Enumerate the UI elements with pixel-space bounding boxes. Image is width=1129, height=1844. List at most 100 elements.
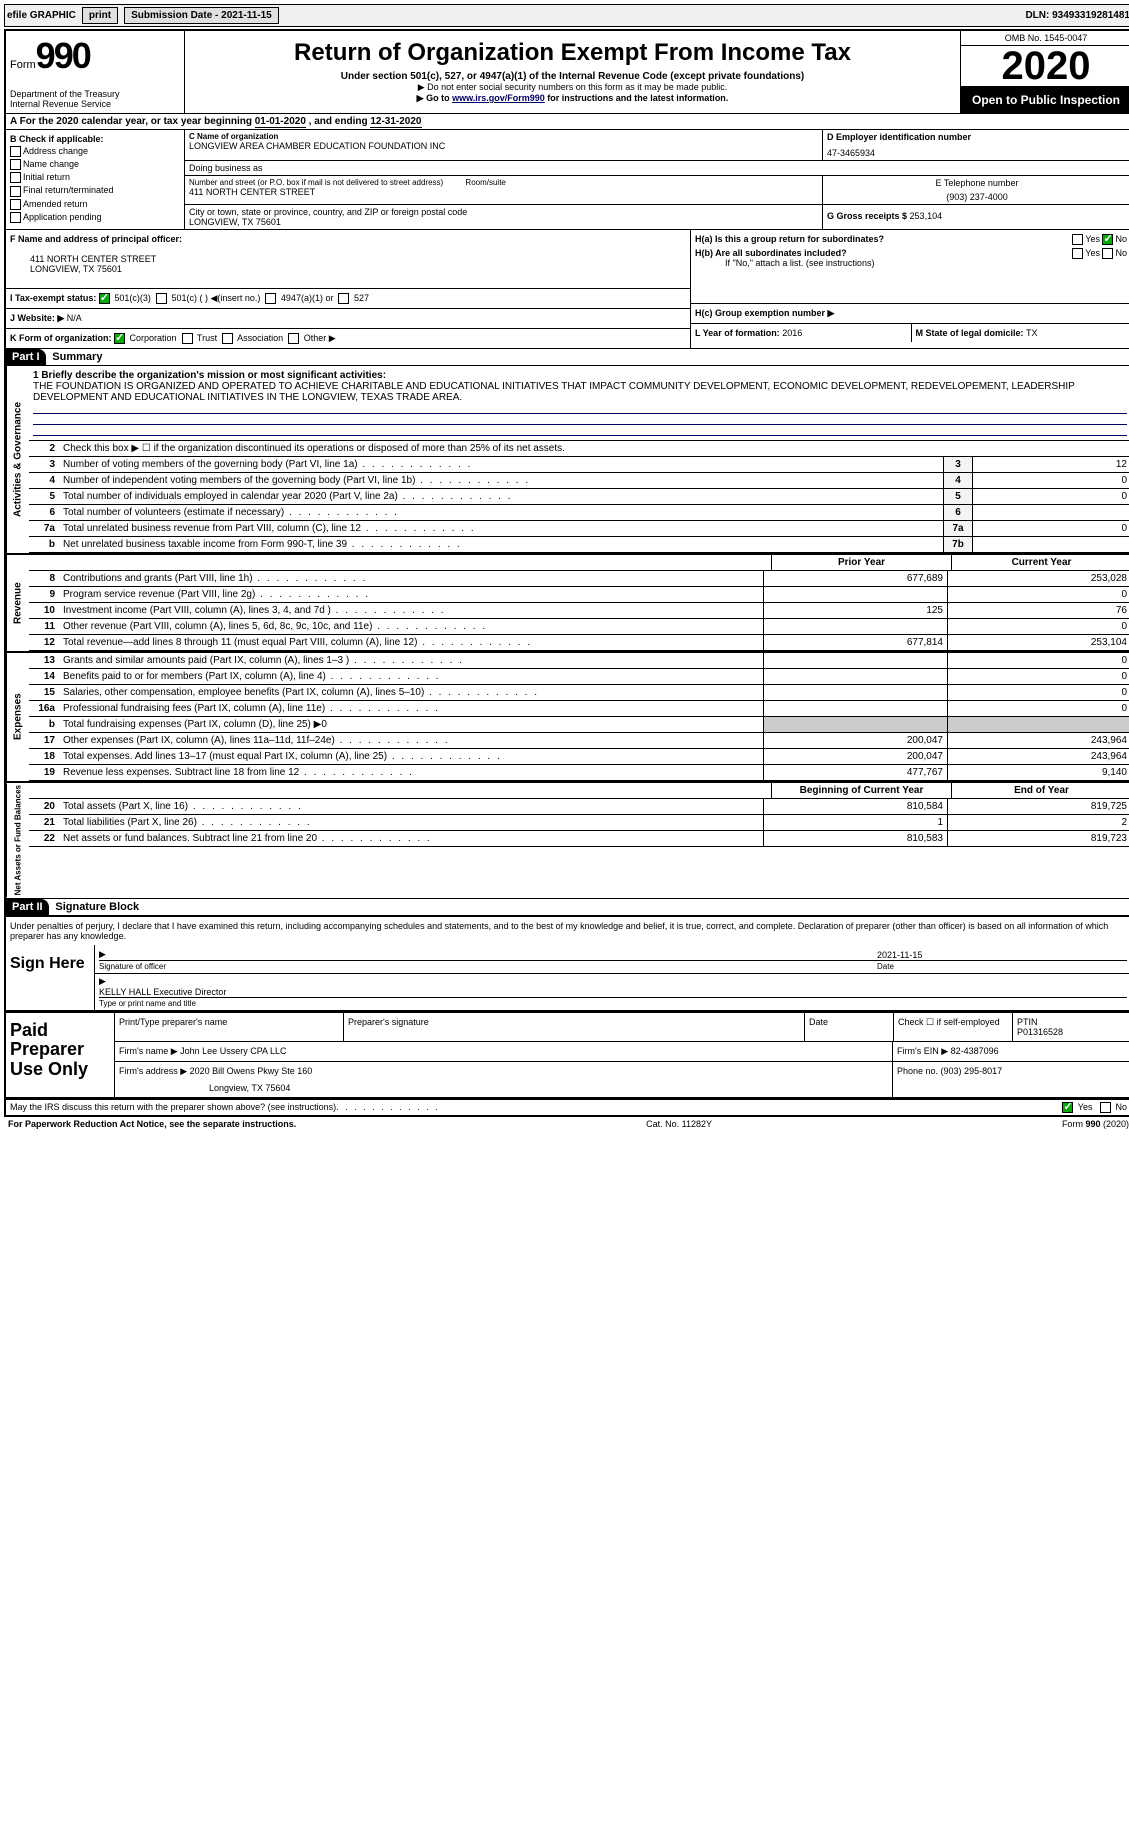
dept-treasury: Department of the Treasury Internal Reve… — [10, 89, 180, 109]
col-prior-year: Prior Year — [771, 555, 951, 570]
firm-phone-cell: Phone no. (903) 295-8017 — [893, 1062, 1129, 1097]
open-to-public: Open to Public Inspection — [961, 87, 1129, 113]
revenue-section: Revenue Prior Year Current Year 8Contrib… — [6, 553, 1129, 651]
officer-addr1: 411 NORTH CENTER STREET — [30, 254, 686, 264]
footer-left: For Paperwork Reduction Act Notice, see … — [8, 1119, 296, 1129]
mission-block: 1 Briefly describe the organization's mi… — [29, 366, 1129, 441]
hb-yes[interactable] — [1072, 248, 1083, 259]
form-title: Return of Organization Exempt From Incom… — [189, 39, 956, 67]
box-hc: H(c) Group exemption number ▶ — [691, 304, 1129, 324]
col-current-year: Current Year — [951, 555, 1129, 570]
mission-text: THE FOUNDATION IS ORGANIZED AND OPERATED… — [33, 381, 1127, 403]
self-employed-check[interactable]: Check ☐ if self-employed — [894, 1013, 1013, 1041]
side-label-governance: Activities & Governance — [6, 366, 29, 553]
subtitle-2: ▶ Do not enter social security numbers o… — [189, 82, 956, 93]
fin-header-na: Beginning of Current Year End of Year — [29, 783, 1129, 799]
check-initial-return[interactable]: Initial return — [10, 172, 180, 183]
tax-year: 2020 — [961, 46, 1129, 87]
website-value: N/A — [67, 313, 82, 323]
check-trust[interactable] — [182, 333, 193, 344]
tax-period-row: A For the 2020 calendar year, or tax yea… — [6, 114, 1129, 130]
efile-label: efile GRAPHIC — [7, 10, 76, 21]
check-name-change[interactable]: Name change — [10, 159, 180, 170]
gross-receipts: 253,104 — [910, 211, 943, 221]
ptin-cell: PTIN P01316528 — [1013, 1013, 1129, 1041]
ha-yes[interactable] — [1072, 234, 1083, 245]
check-other[interactable] — [288, 333, 299, 344]
fin-line: 14Benefits paid to or for members (Part … — [29, 669, 1129, 685]
col-begin-year: Beginning of Current Year — [771, 783, 951, 798]
footer-right: Form 990 (2020) — [1062, 1119, 1129, 1129]
check-amended-return[interactable]: Amended return — [10, 199, 180, 210]
sig-date-caption: Date — [877, 960, 1127, 971]
gov-line: 6Total number of volunteers (estimate if… — [29, 505, 1129, 521]
gov-line: 2Check this box ▶ ☐ if the organization … — [29, 441, 1129, 457]
box-i: I Tax-exempt status: 501(c)(3) 501(c) ( … — [6, 289, 690, 309]
fin-line: 9Program service revenue (Part VIII, lin… — [29, 587, 1129, 603]
fin-line: 11Other revenue (Part VIII, column (A), … — [29, 619, 1129, 635]
check-527[interactable] — [338, 293, 349, 304]
print-button[interactable]: print — [82, 7, 118, 24]
firm-address-cell: Firm's address ▶ 2020 Bill Owens Pkwy St… — [115, 1062, 893, 1097]
fin-line: 22Net assets or fund balances. Subtract … — [29, 831, 1129, 847]
check-address-change[interactable]: Address change — [10, 146, 180, 157]
box-b: B Check if applicable: Address change Na… — [6, 130, 185, 229]
fin-line: bTotal fundraising expenses (Part IX, co… — [29, 717, 1129, 733]
ein-value: 47-3465934 — [827, 142, 1127, 158]
box-c: C Name of organization LONGVIEW AREA CHA… — [185, 130, 1129, 229]
discuss-no[interactable] — [1100, 1102, 1111, 1113]
hb-no[interactable] — [1102, 248, 1113, 259]
sig-date: 2021-11-15 — [877, 950, 1127, 960]
gov-line: bNet unrelated business taxable income f… — [29, 537, 1129, 553]
check-association[interactable] — [222, 333, 233, 344]
street-address: 411 NORTH CENTER STREET — [189, 187, 818, 197]
paid-preparer-label: Paid Preparer Use Only — [6, 1013, 115, 1097]
officer-addr2: LONGVIEW, TX 75601 — [30, 264, 686, 274]
box-m: M State of legal domicile: TX — [912, 324, 1129, 342]
box-h: H(a) Is this a group return for subordin… — [691, 230, 1129, 304]
ptin-value: P01316528 — [1017, 1027, 1127, 1037]
firm-city: Longview, TX 75604 — [119, 1077, 888, 1093]
firm-ein-cell: Firm's EIN ▶ 82-4387096 — [893, 1042, 1129, 1061]
expenses-section: Expenses 13Grants and similar amounts pa… — [6, 651, 1129, 781]
firm-name-cell: Firm's name ▶ John Lee Ussery CPA LLC — [115, 1042, 893, 1061]
check-final-return[interactable]: Final return/terminated — [10, 185, 180, 196]
subtitle-1: Under section 501(c), 527, or 4947(a)(1)… — [189, 71, 956, 82]
check-4947[interactable] — [265, 293, 276, 304]
box-e: E Telephone number (903) 237-4000 — [822, 176, 1129, 204]
efile-header-bar: efile GRAPHIC print Submission Date - 20… — [4, 4, 1129, 27]
fin-line: 21Total liabilities (Part X, line 26)12 — [29, 815, 1129, 831]
officer-name-caption: Type or print name and title — [99, 997, 1127, 1008]
net-assets-section: Net Assets or Fund Balances Beginning of… — [6, 781, 1129, 897]
check-501c[interactable] — [156, 293, 167, 304]
part-2-header: Part II Signature Block — [6, 898, 1129, 915]
period-begin: 01-01-2020 — [255, 116, 306, 128]
preparer-date-label: Date — [805, 1013, 894, 1041]
discuss-row: May the IRS discuss this return with the… — [4, 1099, 1129, 1117]
check-application-pending[interactable]: Application pending — [10, 212, 180, 223]
fin-line: 15Salaries, other compensation, employee… — [29, 685, 1129, 701]
governance-section: Activities & Governance 1 Briefly descri… — [6, 365, 1129, 553]
page-footer: For Paperwork Reduction Act Notice, see … — [4, 1117, 1129, 1131]
irs-link[interactable]: www.irs.gov/Form990 — [452, 93, 545, 103]
firm-address: 2020 Bill Owens Pkwy Ste 160 — [190, 1066, 313, 1076]
h-note: If "No," attach a list. (see instruction… — [695, 258, 1127, 268]
paid-preparer-block: Paid Preparer Use Only Print/Type prepar… — [4, 1012, 1129, 1099]
check-501c3[interactable] — [99, 293, 110, 304]
gov-line: 3Number of voting members of the governi… — [29, 457, 1129, 473]
ha-no[interactable] — [1102, 234, 1113, 245]
submission-date-button[interactable]: Submission Date - 2021-11-15 — [124, 7, 279, 24]
gov-line: 7aTotal unrelated business revenue from … — [29, 521, 1129, 537]
box-d: D Employer identification number 47-3465… — [822, 130, 1129, 160]
preparer-sig-label: Preparer's signature — [344, 1013, 805, 1041]
discuss-yes[interactable] — [1062, 1102, 1073, 1113]
address-cell: Number and street (or P.O. box if mail i… — [185, 176, 822, 204]
check-corporation[interactable] — [114, 333, 125, 344]
box-f: F Name and address of principal officer:… — [6, 230, 690, 289]
header-right: OMB No. 1545-0047 2020 Open to Public In… — [960, 31, 1129, 113]
org-name: LONGVIEW AREA CHAMBER EDUCATION FOUNDATI… — [189, 141, 818, 151]
gov-line: 5Total number of individuals employed in… — [29, 489, 1129, 505]
side-label-revenue: Revenue — [6, 555, 29, 651]
preparer-name-label: Print/Type preparer's name — [115, 1013, 344, 1041]
box-g: G Gross receipts $ 253,104 — [822, 205, 1129, 229]
